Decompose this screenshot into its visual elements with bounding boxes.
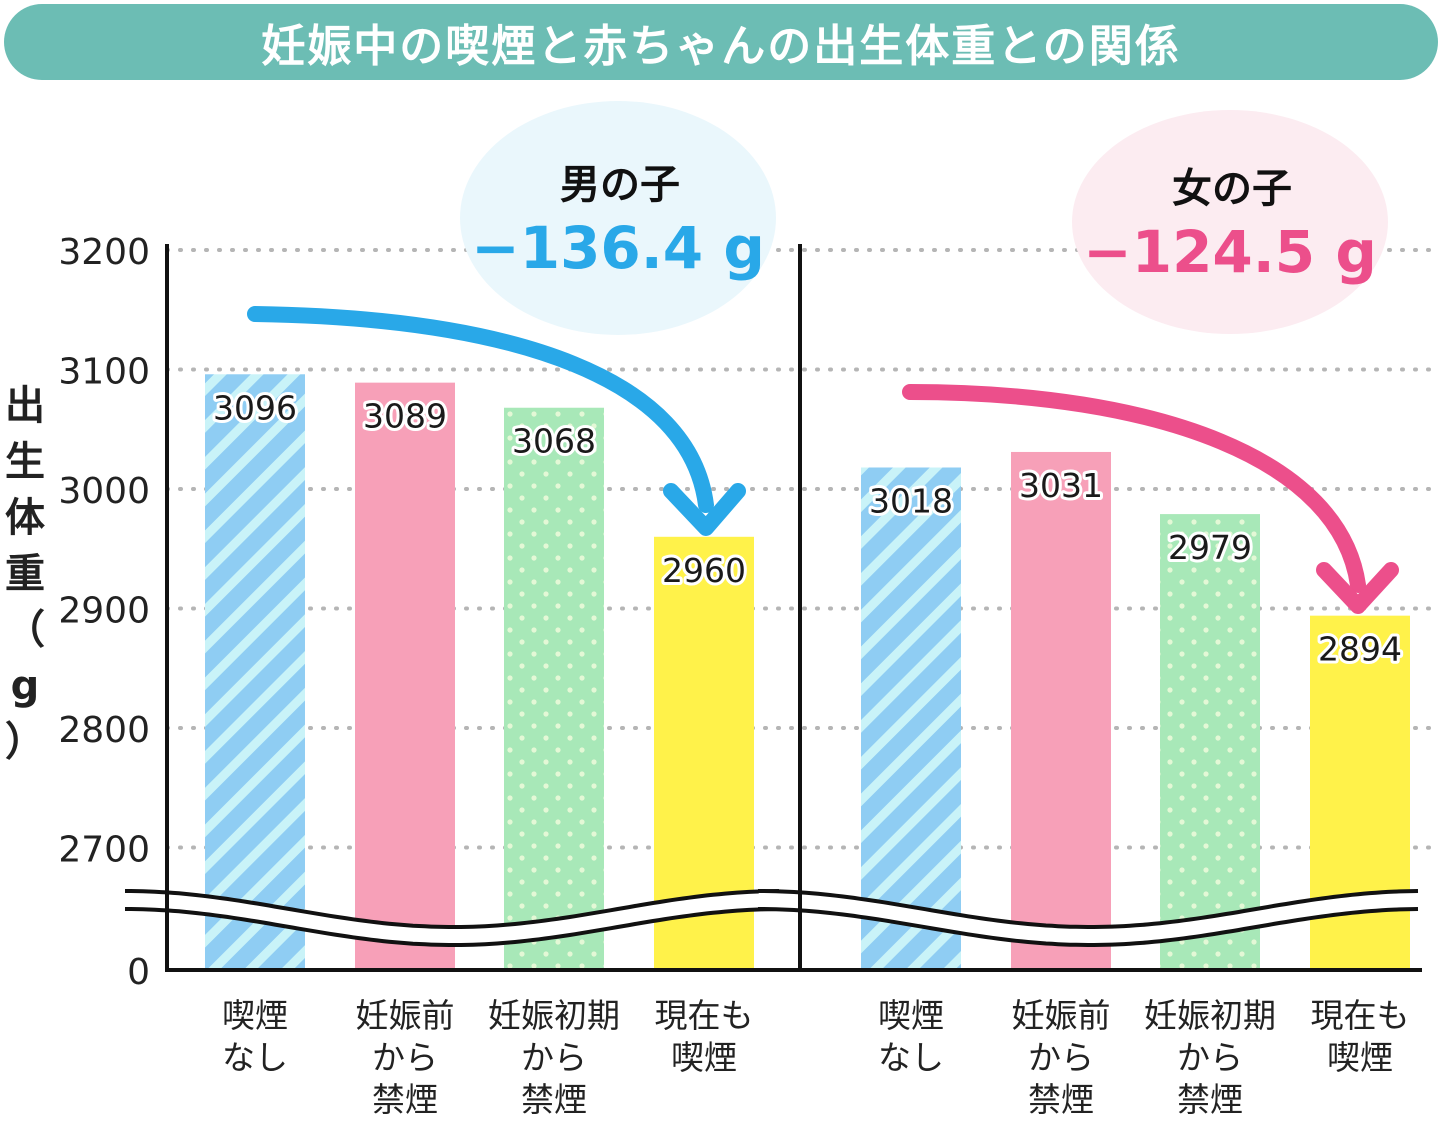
y-axis-unit: g [10, 663, 40, 709]
panel-label: 女の子 [1172, 166, 1292, 212]
axis-break-line [125, 889, 780, 929]
y-axis-label-char: 体 [5, 495, 45, 541]
axis-break-marks [125, 889, 1419, 947]
bar-value-label: 3031 [1019, 466, 1103, 505]
category-label: 妊娠初期 から 禁煙 [488, 996, 620, 1119]
bar-value-label: 3018 [869, 481, 953, 520]
annotation-bubble [460, 101, 776, 335]
y-tick-label: 2900 [58, 591, 150, 632]
bar [504, 407, 604, 970]
annotation-bubble [1072, 110, 1388, 334]
y-tick-label: 3200 [58, 232, 150, 273]
bar [1011, 451, 1111, 971]
bar [861, 467, 961, 970]
category-label: 妊娠初期 から 禁煙 [1144, 996, 1276, 1119]
axis-break-line [758, 889, 1419, 929]
difference-label: −124.5 g [1083, 218, 1377, 286]
y-axis-label-char: 出 [5, 383, 45, 429]
category-label: 妊娠前 から 禁煙 [355, 996, 455, 1119]
bar-value-label: 3096 [213, 388, 297, 427]
y-tick-label: 2800 [58, 710, 150, 751]
trend-arrow [902, 384, 1366, 593]
bar [205, 374, 305, 970]
axis-break-line [125, 907, 780, 947]
chart-title-banner: 妊娠中の喫煙と赤ちゃんの出生体重との関係 [4, 4, 1438, 80]
y-axis-label: 出 生 体 重 （ g ） [2, 378, 48, 770]
axis-break-line [758, 907, 1419, 947]
category-label: 現在も 喫煙 [1310, 996, 1410, 1077]
y-tick-label: 3000 [58, 471, 150, 512]
category-label: 妊娠前 から 禁煙 [1011, 996, 1111, 1119]
trend-arrow-head [663, 483, 746, 536]
category-label: 現在も 喫煙 [654, 996, 754, 1077]
y-tick-label: 0 [127, 952, 150, 993]
panel-label: 男の子 [560, 162, 680, 208]
bar-value-label: 2894 [1318, 630, 1402, 669]
category-label: 喫煙 なし [878, 996, 944, 1077]
axes [165, 244, 1422, 972]
y-axis-label-char: 重 [5, 551, 45, 597]
chart-title: 妊娠中の喫煙と赤ちゃんの出生体重との関係 [261, 21, 1181, 72]
bar-value-label: 2979 [1168, 528, 1252, 567]
y-axis-unit-open: （ [5, 607, 45, 653]
bar-value-label: 3089 [363, 397, 447, 436]
bar [355, 382, 455, 970]
trend-arrow [247, 306, 714, 513]
bar-value-label: 2960 [662, 551, 746, 590]
bar [1160, 514, 1260, 970]
y-tick-labels: 0 2700 2800 2900 3000 3100 3200 [58, 232, 150, 993]
bars [205, 374, 1410, 971]
y-tick-label: 2700 [58, 830, 150, 871]
y-tick-label: 3100 [58, 352, 150, 393]
y-axis-unit-close: ） [5, 719, 45, 765]
trend-arrow-head [1316, 562, 1399, 614]
annotations: 男の子 −136.4 g 女の子 −124.5 g [247, 101, 1399, 614]
bar-value-label: 3068 [512, 422, 596, 461]
y-axis-label-char: 生 [5, 439, 45, 485]
category-label: 喫煙 なし [222, 996, 288, 1077]
difference-label: −136.4 g [471, 214, 765, 282]
value-labels: 3096 3089 3068 2960 3018 3031 2979 2894 [210, 385, 1405, 671]
